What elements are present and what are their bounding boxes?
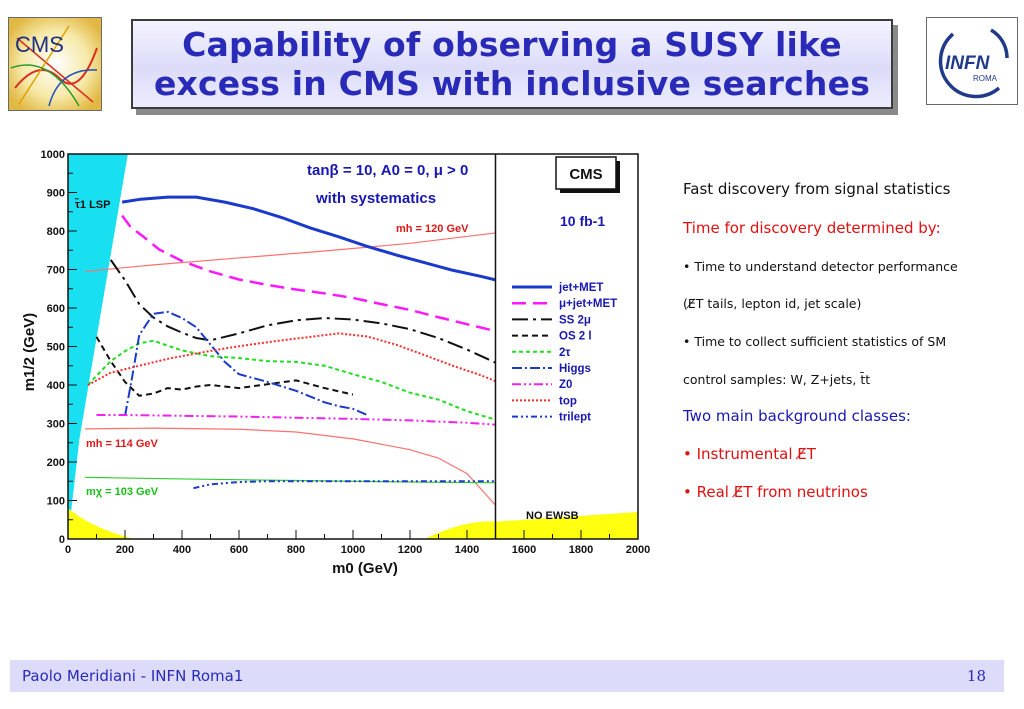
- x-tick-label-10: 2000: [626, 544, 650, 556]
- title-line-1: Capability of observing a SUSY like: [182, 25, 842, 64]
- legend-label-6: Z0: [559, 379, 572, 391]
- x-tick-label-6: 1200: [398, 544, 422, 556]
- note-tails: (E̸T tails, lepton id, jet scale): [683, 296, 862, 311]
- note-real-met: • Real E̸T from neutrinos: [683, 483, 868, 501]
- mh114-label: mh = 114 GeV: [86, 438, 159, 450]
- title-line-2: excess in CMS with inclusive searches: [153, 64, 871, 103]
- legend-label-4: 2τ: [559, 347, 571, 359]
- ref-line-0: [85, 232, 496, 273]
- exclusion-plot: 0 200 400 600 800 1000 1200 1400 1600 1800 2000 0 10…: [20, 142, 660, 582]
- lsp-region: [68, 154, 128, 539]
- footer-bar: Paolo Meridiani - INFN Roma1 18: [10, 660, 1004, 692]
- infn-logo-sub: ROMA: [973, 74, 998, 83]
- cms-label-text: CMS: [569, 166, 602, 183]
- y-axis-label: m1/2 (GeV): [21, 313, 38, 391]
- y-tick-label-10: 1000: [41, 149, 65, 161]
- x-tick-label-7: 1400: [455, 544, 479, 556]
- cms-label-box-shadow-b: [560, 189, 620, 193]
- mchi103-label: mχ = 103 GeV: [86, 486, 159, 498]
- y-tick-label-5: 500: [47, 342, 65, 354]
- legend-label-3: OS 2 l: [559, 331, 592, 343]
- params-label-2: with systematics: [315, 190, 436, 207]
- note-detector-performance: • Time to understand detector performanc…: [683, 259, 958, 274]
- note-time-for-discovery: Time for discovery determined by:: [683, 219, 941, 237]
- y-tick-label-9: 900: [47, 188, 65, 200]
- chart-svg: 0 200 400 600 800 1000 1200 1400 1600 1800 2000 0 10…: [21, 149, 650, 577]
- page-number: 18: [966, 667, 986, 685]
- note-statistics: • Time to collect sufficient statistics …: [683, 334, 947, 349]
- no-ewsb-label: NO EWSB: [526, 510, 579, 522]
- y-tick-label-0: 0: [59, 534, 65, 546]
- mh120-label: mh = 120 GeV: [396, 223, 469, 235]
- legend-label-2: SS 2μ: [559, 314, 591, 326]
- y-tick-label-4: 400: [47, 380, 65, 392]
- cms-logo-graphic: CMS: [9, 18, 101, 110]
- x-tick-label-0: 0: [65, 544, 71, 556]
- cms-logo: CMS: [8, 17, 102, 111]
- x-tick-label-8: 1600: [512, 544, 536, 556]
- lsp-label: τ̃1 LSP: [75, 198, 111, 211]
- no-ewsb-region: [424, 512, 638, 539]
- legend-label-0: jet+MET: [558, 282, 603, 294]
- note-instrumental: • Instrumental E̸T: [683, 445, 816, 463]
- x-tick-label-2: 400: [173, 544, 191, 556]
- y-tick-label-3: 300: [47, 419, 65, 431]
- series-line-4: [87, 339, 496, 421]
- slide-title: Capability of observing a SUSY like exce…: [131, 19, 893, 109]
- x-tick-label-9: 1800: [569, 544, 593, 556]
- x-tick-label-1: 200: [116, 544, 134, 556]
- series-line-6: [96, 414, 496, 426]
- series-line-2: [109, 259, 496, 364]
- luminosity-label: 10 fb-1: [560, 213, 605, 229]
- note-fast-discovery: Fast discovery from signal statistics: [683, 180, 951, 198]
- params-label-1: tanβ = 10, A0 = 0, μ > 0: [307, 162, 468, 179]
- cms-label-box-shadow-r: [616, 161, 620, 193]
- legend-label-7: top: [559, 395, 577, 407]
- y-tick-label-8: 800: [47, 226, 65, 238]
- legend-label-1: μ+jet+MET: [559, 298, 617, 310]
- note-background-classes: Two main background classes:: [683, 407, 911, 425]
- ref-line-1: [85, 427, 496, 506]
- series-line-1: [121, 214, 496, 333]
- infn-logo: INFN ROMA: [926, 17, 1018, 105]
- infn-logo-text: INFN: [945, 53, 991, 74]
- ref-line-2: [85, 476, 496, 484]
- low-m0-excluded-region: [68, 508, 134, 539]
- series-line-5: [124, 310, 368, 416]
- y-tick-label-2: 200: [47, 457, 65, 469]
- x-tick-label-3: 600: [230, 544, 248, 556]
- y-tick-label-6: 600: [47, 303, 65, 315]
- series-line-7: [87, 332, 496, 386]
- legend-label-8: trilept: [559, 412, 591, 424]
- legend-label-5: Higgs: [559, 363, 591, 375]
- note-control-samples: control samples: W, Z+jets, t̄t: [683, 372, 871, 387]
- infn-logo-graphic: INFN ROMA: [938, 28, 1009, 99]
- x-axis-label: m0 (GeV): [332, 560, 398, 577]
- cms-logo-text: CMS: [15, 32, 64, 57]
- y-tick-label-7: 700: [47, 265, 65, 277]
- y-tick-label-1: 100: [47, 496, 65, 508]
- footer-author: Paolo Meridiani - INFN Roma1: [22, 667, 244, 685]
- series-line-3: [95, 336, 354, 397]
- series-line-0: [121, 195, 496, 282]
- x-tick-label-5: 1000: [341, 544, 365, 556]
- x-tick-label-4: 800: [287, 544, 305, 556]
